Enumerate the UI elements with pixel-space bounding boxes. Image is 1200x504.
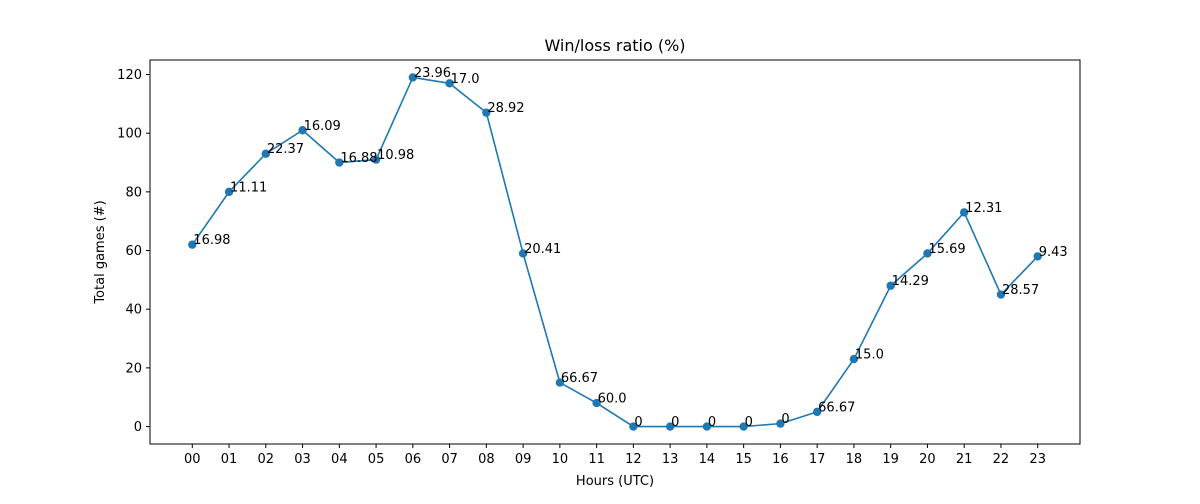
- x-tick-label: 22: [993, 452, 1010, 467]
- point-label: 0: [634, 415, 642, 430]
- data-point: [629, 422, 638, 431]
- y-tick-label: 100: [117, 127, 142, 142]
- y-tick-label: 80: [125, 185, 142, 200]
- plot-frame: [149, 59, 1081, 445]
- data-point: [482, 108, 491, 117]
- y-tick-label: 60: [125, 244, 142, 259]
- series-layer: [188, 73, 1042, 431]
- point-label: 23.96: [414, 66, 451, 81]
- x-tick-label: 11: [588, 452, 605, 467]
- y-tick-label: 120: [117, 68, 142, 83]
- x-tick-label: 17: [809, 452, 826, 467]
- y-tick-label: 20: [125, 361, 142, 376]
- x-tick-label: 03: [294, 452, 311, 467]
- point-label: 9.43: [1039, 245, 1068, 260]
- x-tick-label: 14: [699, 452, 716, 467]
- point-label: 15.69: [928, 242, 965, 257]
- data-point: [555, 378, 565, 387]
- x-tick-label: 08: [478, 452, 495, 467]
- point-label: 10.98: [377, 148, 414, 163]
- x-tick-label: 13: [662, 452, 679, 467]
- data-point: [776, 419, 785, 428]
- point-label: 16.88: [340, 151, 377, 166]
- data-point: [445, 79, 454, 88]
- y-tick-label: 0: [134, 420, 142, 435]
- point-label: 14.29: [892, 274, 929, 289]
- y-tick-label: 40: [125, 303, 142, 318]
- x-tick-label: 05: [368, 452, 385, 467]
- point-label: 0: [708, 415, 716, 430]
- x-tick-label: 09: [515, 452, 532, 467]
- data-point: [849, 354, 859, 364]
- data-point: [518, 249, 528, 258]
- x-tick-label: 01: [221, 452, 238, 467]
- data-point: [188, 240, 197, 249]
- data-point: [371, 155, 381, 164]
- x-tick-label: 20: [919, 452, 936, 467]
- point-label: 11.11: [230, 180, 267, 195]
- data-point: [812, 407, 822, 417]
- point-label: 60.0: [598, 392, 627, 407]
- x-tick-label: 00: [184, 452, 201, 467]
- point-label: 28.57: [1002, 283, 1039, 298]
- point-label: 12.31: [965, 201, 1002, 216]
- data-point: [702, 422, 712, 431]
- point-label: 0: [745, 415, 753, 430]
- x-tick-label: 23: [1029, 452, 1046, 467]
- axes-layer: 00 01 02 03 04 05 06 07 08 09 10 11 12 13 14 15 16 17 18 19…: [117, 68, 1046, 467]
- data-point: [298, 126, 307, 135]
- x-axis-label: Hours (UTC): [576, 474, 654, 489]
- y-axis-label: Total games (#): [93, 200, 108, 304]
- data-point: [886, 281, 895, 290]
- point-label: 66.67: [818, 400, 855, 415]
- data-point: [739, 422, 748, 431]
- chart-title: Win/loss ratio (%): [544, 36, 685, 55]
- data-point: [996, 290, 1006, 299]
- data-point: [959, 208, 969, 217]
- x-tick-label: 21: [956, 452, 973, 467]
- data-point: [224, 187, 234, 197]
- point-label: 28.92: [487, 101, 524, 116]
- data-point: [408, 73, 418, 82]
- x-tick-label: 15: [735, 452, 752, 467]
- x-tick-label: 19: [882, 452, 899, 467]
- x-tick-label: 16: [772, 452, 789, 467]
- point-label: 15.0: [855, 348, 884, 363]
- series-line: [191, 76, 1039, 428]
- x-tick-label: 10: [552, 452, 569, 467]
- data-point: [1033, 252, 1042, 261]
- x-tick-label: 07: [441, 452, 458, 467]
- x-tick-label: 04: [331, 452, 348, 467]
- data-point: [592, 398, 601, 408]
- x-tick-label: 18: [846, 452, 863, 467]
- point-label: 16.98: [193, 233, 230, 248]
- point-label: 0: [671, 415, 679, 430]
- point-label: 22.37: [267, 142, 304, 157]
- point-label: 20.41: [524, 242, 561, 257]
- point-label: 0: [781, 412, 789, 427]
- x-tick-label: 12: [625, 452, 642, 467]
- data-point: [665, 422, 675, 431]
- point-label: 16.09: [304, 119, 341, 134]
- data-point: [261, 149, 271, 158]
- x-tick-label: 06: [405, 452, 422, 467]
- point-label: 17.0: [451, 72, 480, 87]
- point-label: 66.67: [561, 371, 598, 386]
- data-point: [335, 158, 344, 167]
- data-point: [923, 249, 932, 258]
- x-tick-label: 02: [258, 452, 275, 467]
